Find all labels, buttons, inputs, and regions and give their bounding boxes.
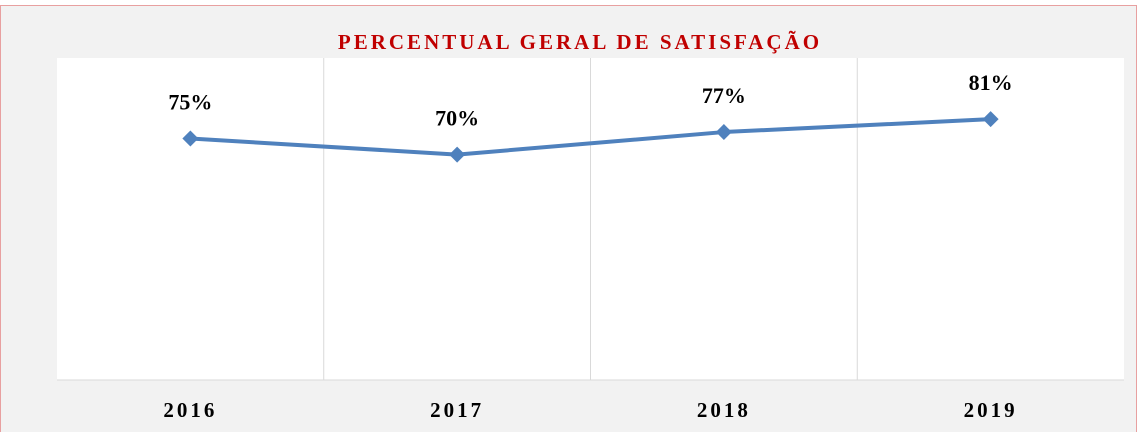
x-tick-label: 2018 [697,398,751,422]
data-label: 75% [168,90,212,115]
data-line [190,117,991,157]
x-tick-label: 2019 [964,398,1018,422]
data-point [982,111,999,128]
x-tick-label: 2016 [163,398,217,422]
data-label: 70% [435,106,479,131]
chart-title: PERCENTUAL GERAL DE SATISFAÇÃO [338,30,822,54]
data-point [715,124,732,141]
data-label: 81% [969,70,1013,95]
data-point [449,146,466,163]
data-label: 77% [702,83,746,108]
x-tick-label: 2017 [430,398,484,422]
data-point [182,130,199,147]
